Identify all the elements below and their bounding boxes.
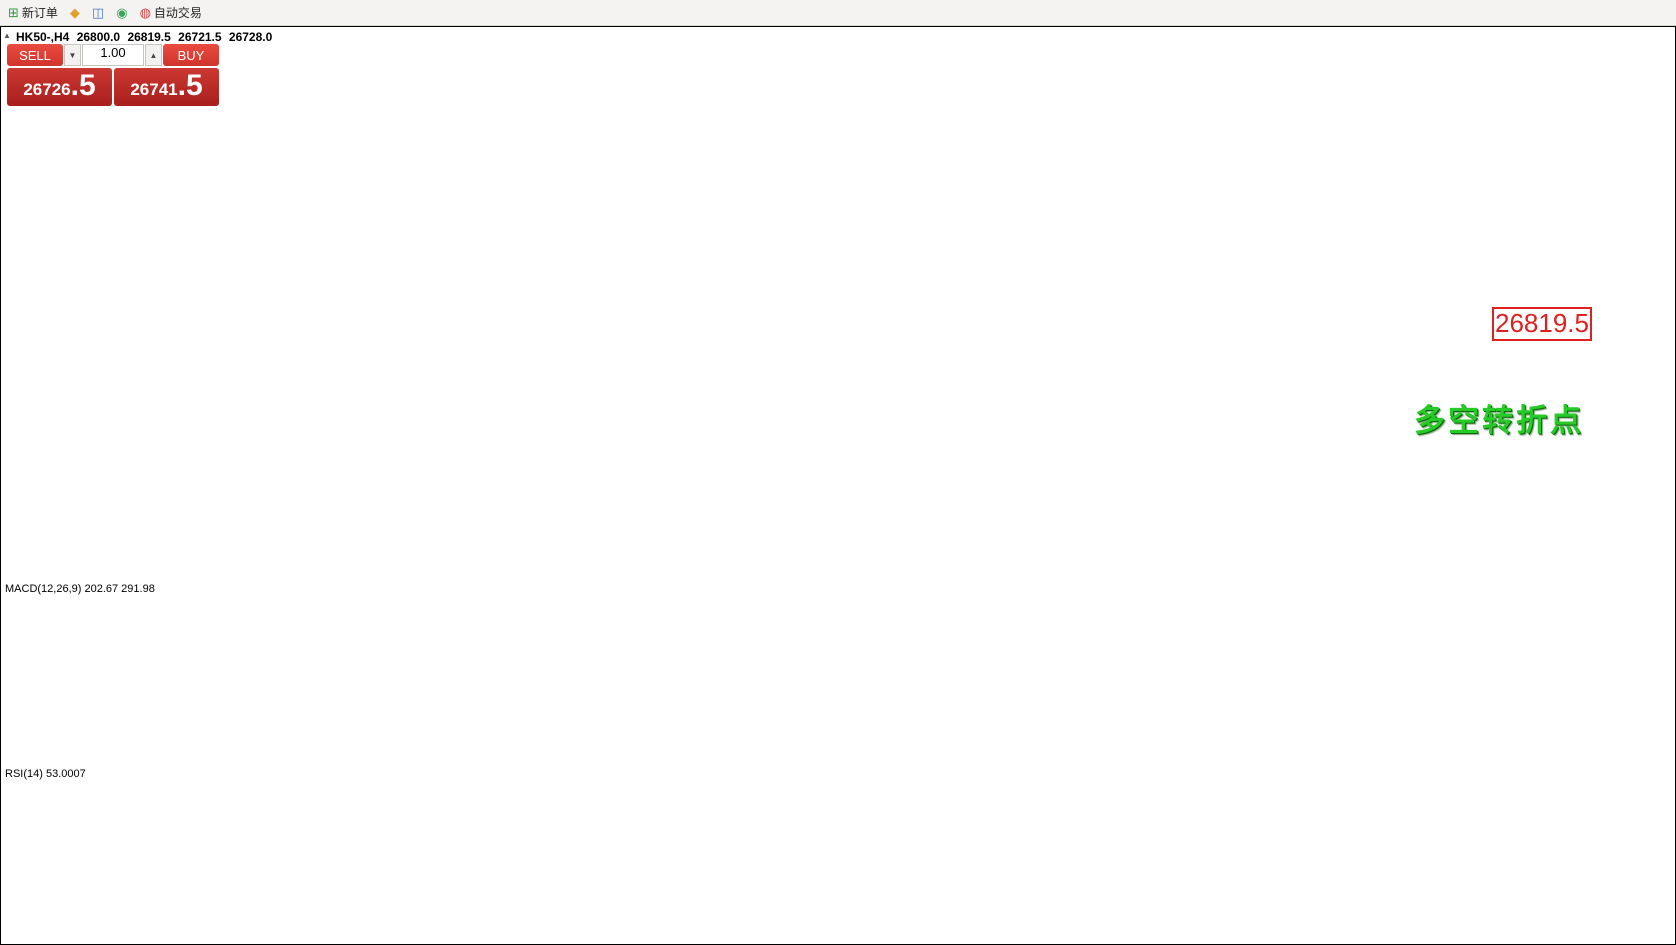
open-value: 26800.0 xyxy=(76,30,121,44)
buy-price-frac: .5 xyxy=(177,69,203,102)
buy-price-display[interactable]: 26741.5 xyxy=(114,68,219,106)
price-alert-label[interactable]: 26819.5 xyxy=(1492,307,1592,341)
market-depth-button[interactable]: ◆ xyxy=(65,2,85,24)
collapse-panel-icon[interactable]: ▲ xyxy=(3,31,11,40)
new-order-button[interactable]: ⊞ 新订单 xyxy=(3,2,63,24)
market-depth-icon: ◆ xyxy=(69,5,80,20)
signals-button[interactable]: ◉ xyxy=(111,2,132,24)
sell-price-frac: .5 xyxy=(70,69,96,102)
main-toolbar: ⊞ 新订单 ◆ ◫ ◉ ◍ 自动交易 xyxy=(0,0,1676,26)
autotrading-button[interactable]: ◍ 自动交易 xyxy=(135,2,207,24)
chart-ohlc-header: HK50-,H4 26800.0 26819.5 26721.5 26728.0 xyxy=(16,30,276,44)
rsi-indicator-label: RSI(14) 53.0007 xyxy=(5,768,86,780)
close-value: 26728.0 xyxy=(228,30,273,44)
buy-button[interactable]: BUY xyxy=(163,44,219,66)
autotrading-button-label: 自动交易 xyxy=(153,6,202,20)
autotrading-icon: ◍ xyxy=(139,5,151,20)
macd-indicator-label: MACD(12,26,9) 202.67 291.98 xyxy=(5,583,155,595)
buy-price-main: 26741 xyxy=(130,80,178,99)
sell-price-display[interactable]: 26726.5 xyxy=(7,68,112,106)
new-order-icon: ⊞ xyxy=(8,5,19,20)
sell-price-main: 26726 xyxy=(23,80,71,99)
low-value: 26721.5 xyxy=(178,30,222,44)
volume-increase-button[interactable]: ▲ xyxy=(145,44,162,66)
turning-point-annotation: 多空转折点 xyxy=(1414,403,1584,438)
symbol-period-label: HK50-,H4 xyxy=(16,30,70,44)
volume-decrease-button[interactable]: ▼ xyxy=(64,44,81,66)
new-order-button-label: 新订单 xyxy=(21,6,58,20)
signals-icon: ◉ xyxy=(116,5,128,20)
sell-button[interactable]: SELL xyxy=(7,44,63,66)
high-value: 26819.5 xyxy=(127,30,171,44)
one-click-trading-panel: SELL ▼ 1.00 ▲ BUY 26726.5 26741.5 xyxy=(7,44,219,106)
volume-input[interactable]: 1.00 xyxy=(82,44,144,66)
profile-icon: ◫ xyxy=(91,5,105,20)
profile-button[interactable]: ◫ xyxy=(87,2,109,24)
